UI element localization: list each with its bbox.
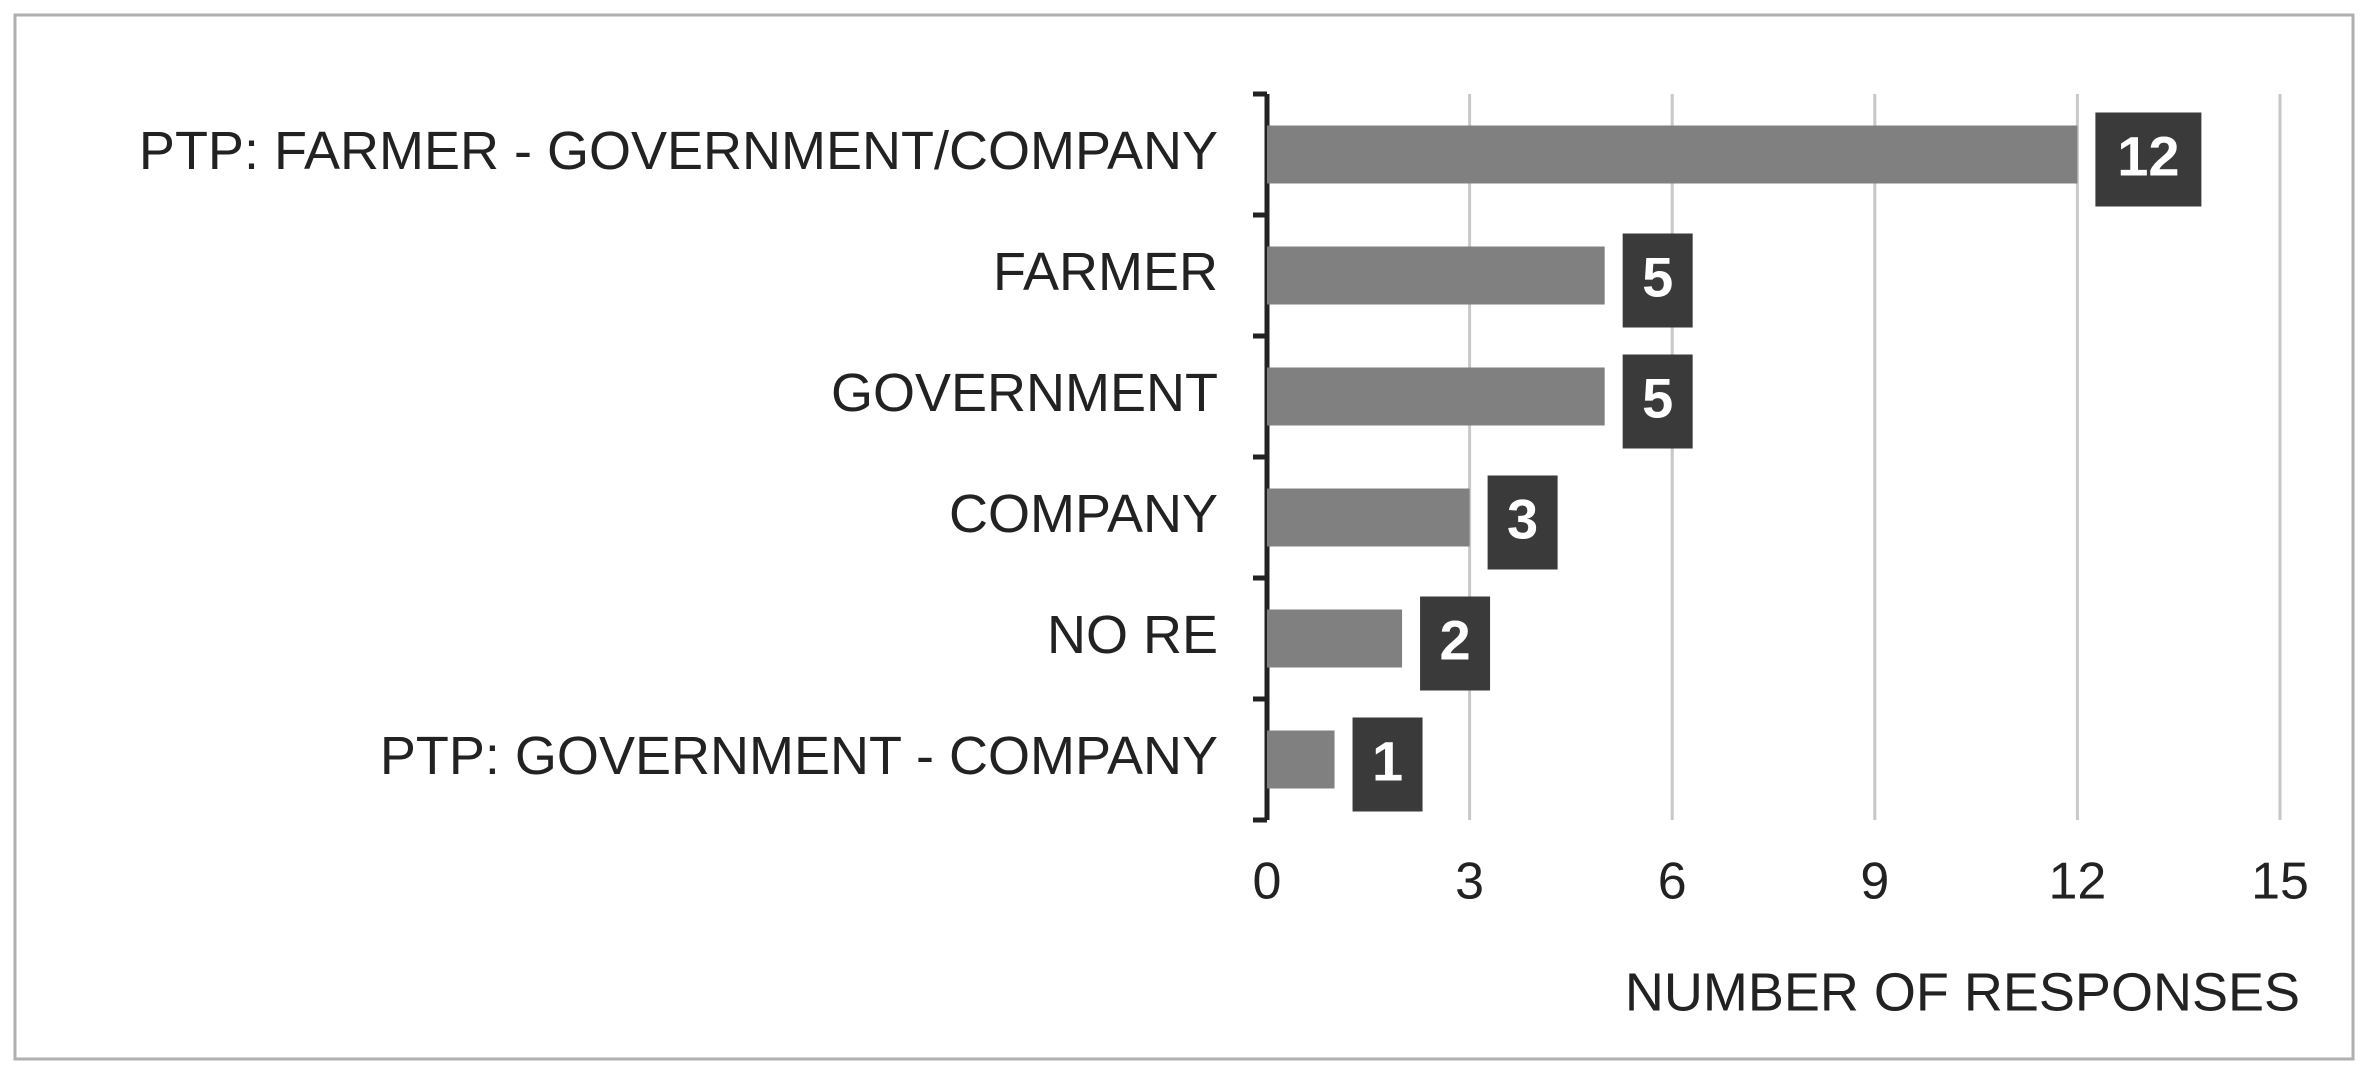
value-label-box — [1622, 233, 1693, 328]
value-label: 5 — [1642, 245, 1673, 308]
x-tick-label: 3 — [1455, 853, 1484, 911]
x-tick-label: 0 — [1253, 853, 1282, 911]
bar — [1267, 730, 1335, 789]
value-label-box — [2095, 112, 2202, 207]
y-tick-label: NO RE — [1047, 605, 1218, 665]
bar — [1267, 367, 1605, 426]
chart-frame — [13, 13, 2355, 1061]
value-label-box — [1420, 596, 1491, 691]
y-tick-label: COMPANY — [949, 484, 1218, 544]
bar — [1267, 246, 1605, 305]
y-tick-label: PTP: GOVERNMENT - COMPANY — [380, 726, 1218, 786]
value-label: 2 — [1439, 608, 1470, 671]
value-label-box — [1352, 717, 1423, 812]
y-tick-label: GOVERNMENT — [831, 363, 1218, 423]
x-tick-label: 9 — [1860, 853, 1889, 911]
y-tick-label: PTP: FARMER - GOVERNMENT/COMPANY — [139, 121, 1218, 181]
value-label: 12 — [2117, 124, 2179, 187]
value-label: 5 — [1642, 366, 1673, 429]
x-tick-label: 15 — [2251, 853, 2309, 911]
value-label: 3 — [1507, 487, 1538, 550]
bar — [1267, 488, 1470, 547]
y-tick-label: FARMER — [993, 242, 1218, 302]
x-axis-label: NUMBER OF RESPONSES — [1625, 962, 2300, 1022]
value-label-box — [1622, 354, 1693, 449]
value-label-box — [1487, 475, 1558, 570]
value-label: 1 — [1372, 729, 1403, 792]
bar — [1267, 125, 2078, 184]
bar — [1267, 609, 1403, 668]
x-tick-label: 12 — [2048, 853, 2106, 911]
x-tick-label: 6 — [1658, 853, 1687, 911]
